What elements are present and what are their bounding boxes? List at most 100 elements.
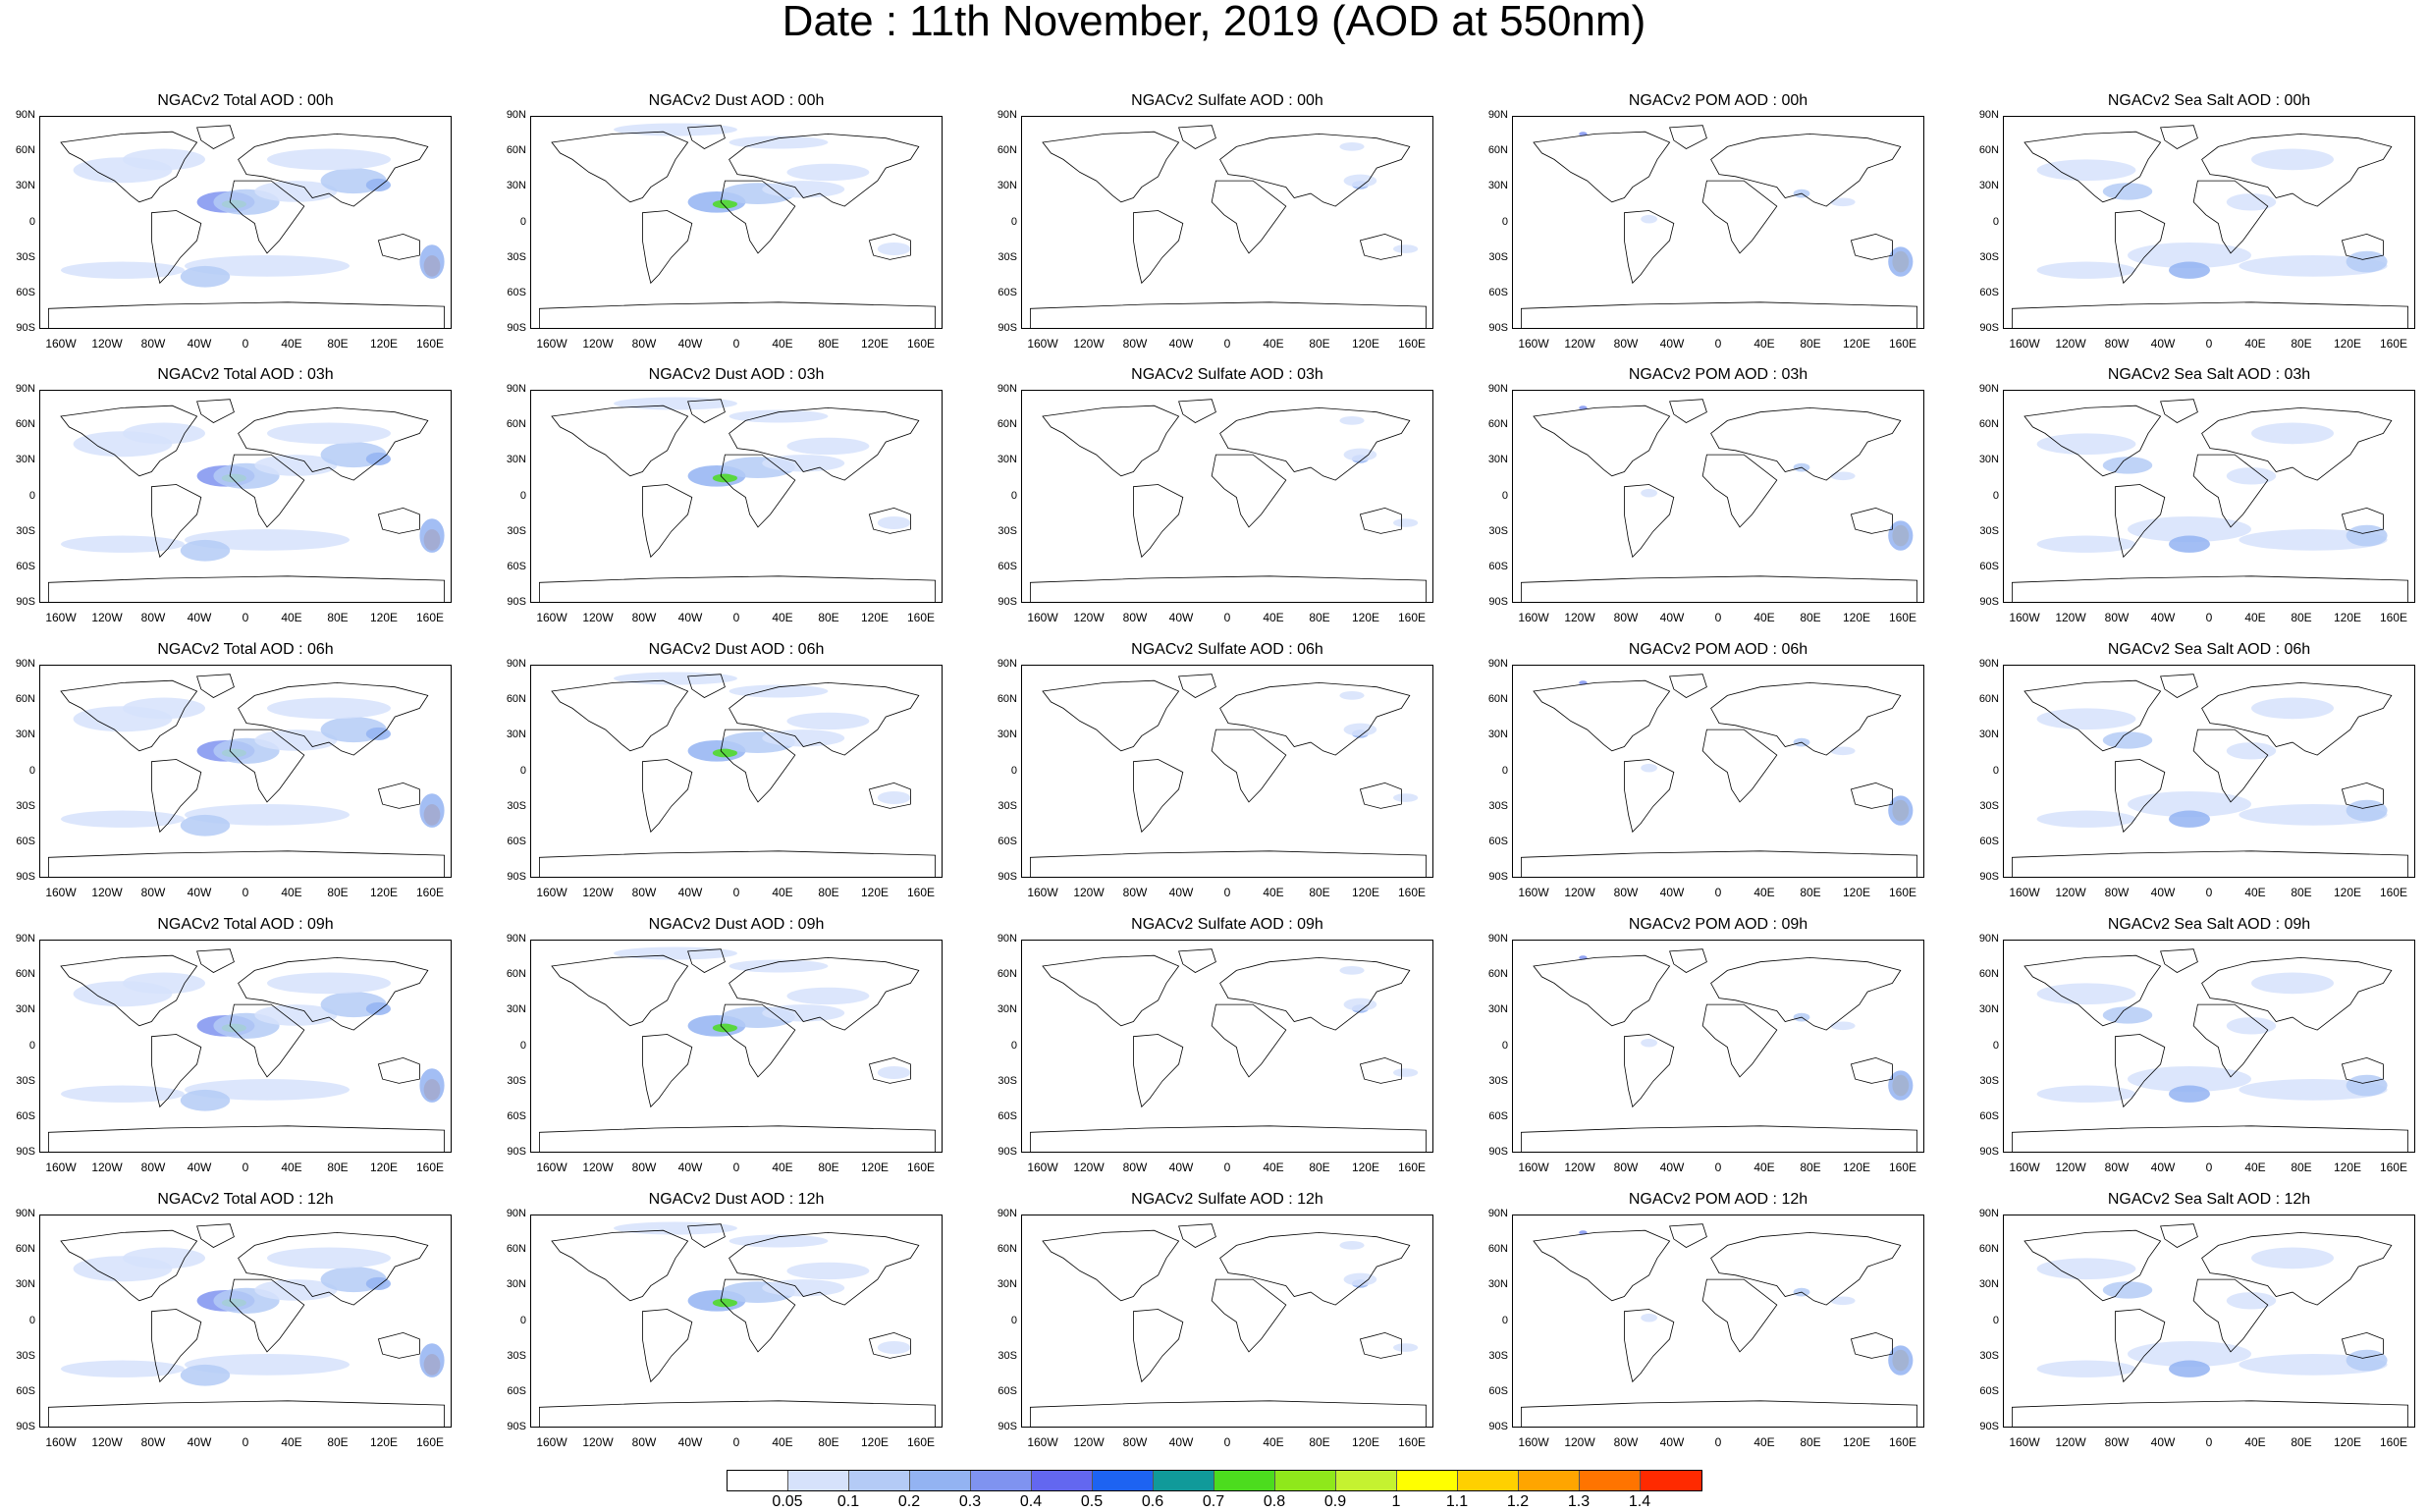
lat-tick-label: 90N — [997, 1208, 1017, 1219]
lat-tick-label: 0 — [1010, 764, 1017, 777]
lat-tick-label: 90S — [1979, 596, 1999, 608]
lon-tick-label: 0 — [732, 886, 740, 899]
colorbar-label: 0.5 — [1080, 1493, 1104, 1510]
lon-tick-label: 120W — [1073, 611, 1105, 624]
lat-tick-label: 90S — [1488, 322, 1508, 334]
lon-tick-label: 0 — [2205, 886, 2213, 899]
lat-tick-label: 30S — [1488, 1349, 1508, 1362]
coastline — [1850, 233, 1893, 260]
coastline — [2160, 674, 2198, 698]
colorbar-label: 1.2 — [1506, 1493, 1530, 1510]
coastline — [2341, 507, 2384, 534]
lat-tick-label: 30N — [1978, 454, 1999, 466]
panel-title: NGACv2 Total AOD : 00h — [157, 92, 334, 109]
coastline — [642, 484, 693, 559]
colorbar-label: 0.9 — [1323, 1493, 1347, 1510]
lon-tick-label: 80E — [1309, 1161, 1330, 1174]
map-canvas — [1520, 1223, 1918, 1427]
lon-tick-label: 160W — [1518, 611, 1549, 624]
lon-tick-label: 80E — [2291, 886, 2312, 899]
lat-tick-label: 0 — [1010, 1039, 1017, 1052]
lon-tick-label: 40W — [187, 1435, 212, 1449]
lon-tick-label: 0 — [1223, 1435, 1231, 1449]
coastline — [60, 405, 198, 477]
lat-tick-label: 90N — [15, 933, 35, 945]
lat-tick-label: 90S — [507, 871, 526, 883]
lat-tick-label: 60N — [1487, 968, 1508, 981]
lat-tick-label: 90S — [507, 1146, 526, 1158]
lat-tick-label: 60N — [1978, 693, 1999, 706]
aod-field — [123, 148, 205, 171]
lon-tick-label: 120E — [1842, 1161, 1871, 1174]
lat-tick-label: 30N — [1978, 1003, 1999, 1016]
lat-tick-label: 60N — [997, 1243, 1017, 1256]
lon-tick-label: 40E — [1263, 1435, 1284, 1449]
coastline — [377, 233, 420, 260]
aod-field — [2346, 250, 2388, 273]
lon-tick-label: 160E — [415, 886, 445, 899]
lat-tick-label: 90N — [1978, 658, 1999, 670]
lat-tick-label: 90S — [1979, 871, 1999, 883]
lon-tick-label: 160W — [2009, 1161, 2040, 1174]
coastline — [238, 406, 429, 481]
coastline — [1178, 399, 1216, 423]
panel-title: NGACv2 Sulfate AOD : 03h — [1131, 366, 1323, 383]
aod-field — [1888, 520, 1914, 551]
lon-tick-label: 160W — [1518, 337, 1549, 351]
lat-tick-label: 90S — [1979, 322, 1999, 334]
lon-tick-label: 40W — [677, 611, 703, 624]
lon-tick-label: 40W — [677, 886, 703, 899]
lon-tick-label: 120W — [582, 886, 614, 899]
lat-tick-label: 90S — [1488, 1146, 1508, 1158]
lat-tick-label: 90N — [1487, 109, 1508, 121]
coastline — [151, 759, 202, 834]
coastline — [1710, 406, 1902, 481]
lon-tick-label: 0 — [242, 611, 249, 624]
lat-tick-label: 30S — [16, 250, 35, 263]
lon-tick-label: 80W — [631, 886, 657, 899]
panel-title: NGACv2 Sea Salt AOD : 06h — [2107, 641, 2311, 658]
lon-tick-label: 160E — [415, 1435, 445, 1449]
lon-tick-label: 40E — [772, 1161, 793, 1174]
map-panel — [1512, 1215, 1924, 1428]
coastline — [2023, 1229, 2162, 1302]
map-canvas — [2011, 674, 2409, 877]
lon-tick-label: 160W — [1027, 1435, 1058, 1449]
coastline — [642, 210, 693, 285]
aod-field — [2226, 1017, 2277, 1035]
coastline — [60, 131, 198, 203]
lon-tick-label: 40E — [2244, 1435, 2266, 1449]
map-panel — [1021, 665, 1433, 878]
lat-tick-label: 30S — [1488, 524, 1508, 537]
coastline — [229, 1278, 305, 1353]
lon-tick-label: 80E — [1309, 886, 1330, 899]
lat-tick-label: 60S — [1488, 1384, 1508, 1397]
lon-tick-label: 120E — [1842, 886, 1871, 899]
aod-field — [1888, 795, 1914, 826]
aod-field — [1343, 998, 1377, 1011]
lat-tick-label: 30S — [998, 250, 1017, 263]
aod-field — [2102, 731, 2153, 749]
lon-tick-label: 160E — [1888, 1435, 1917, 1449]
aod-field — [2128, 516, 2251, 543]
coastline — [151, 1034, 202, 1108]
coastline — [642, 1309, 693, 1383]
lon-tick-label: 40E — [1263, 886, 1284, 899]
aod-field — [2251, 697, 2334, 720]
aod-field — [2102, 1281, 2153, 1299]
lon-tick-label: 40W — [1659, 1435, 1685, 1449]
lat-tick-label: 30N — [1978, 1278, 1999, 1291]
panel-title: NGACv2 Total AOD : 09h — [157, 916, 334, 933]
lat-tick-label: 60S — [16, 835, 35, 847]
aod-field — [786, 437, 870, 456]
coastline — [551, 131, 689, 203]
lon-tick-label: 160W — [1518, 886, 1549, 899]
aod-field — [1888, 246, 1914, 277]
aod-field — [1830, 1296, 1856, 1306]
coastline — [2011, 1400, 2409, 1427]
lon-tick-label: 120W — [1073, 886, 1105, 899]
colorbar — [727, 1470, 1702, 1491]
lat-tick-label: 60N — [997, 968, 1017, 981]
lon-tick-label: 0 — [242, 337, 249, 351]
panel-title: NGACv2 POM AOD : 03h — [1628, 366, 1808, 383]
